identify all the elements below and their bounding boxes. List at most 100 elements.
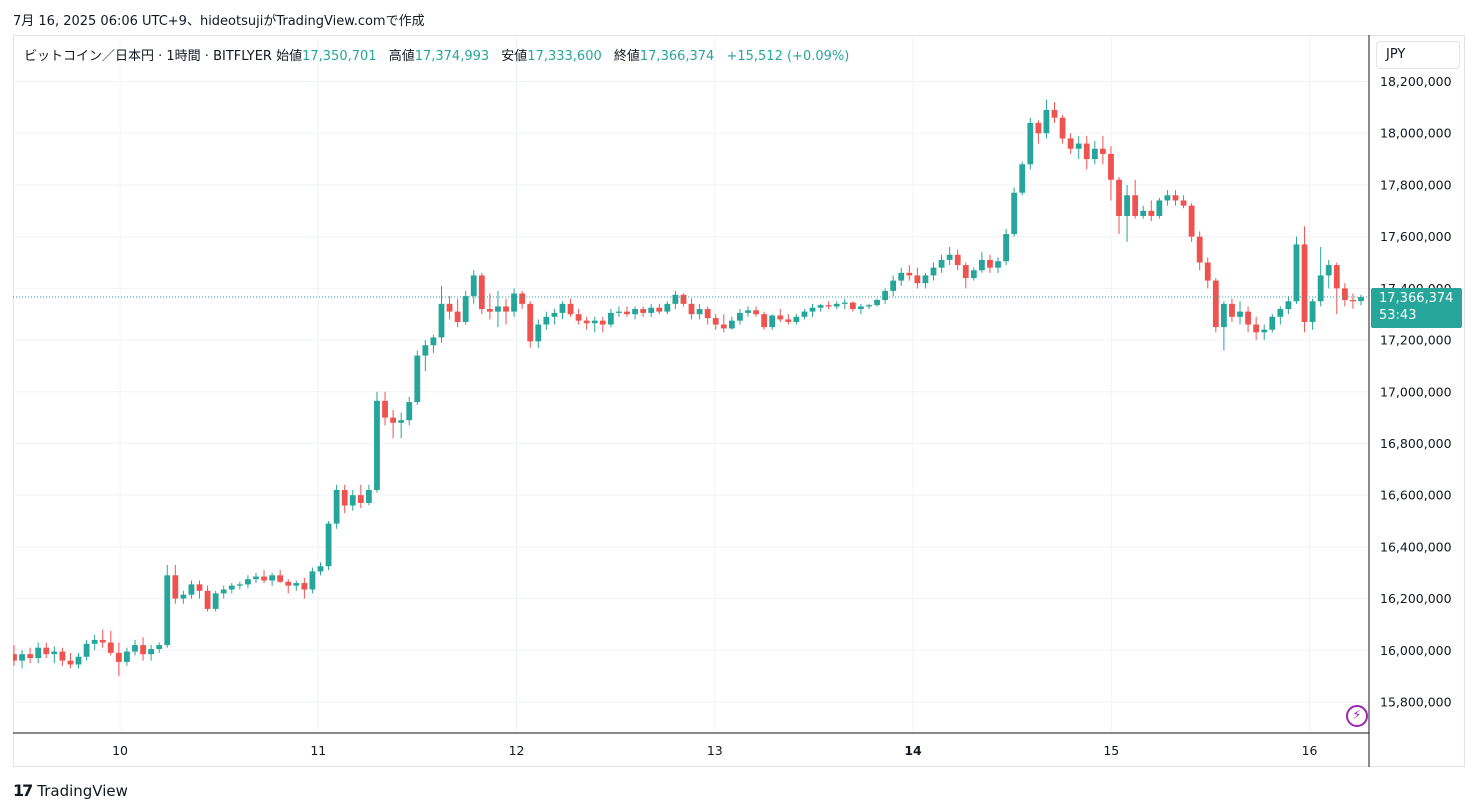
candle: [583, 316, 590, 330]
candle: [656, 303, 663, 315]
candle: [196, 580, 203, 599]
candle: [1301, 226, 1308, 333]
candle-body: [83, 643, 90, 657]
candle: [1035, 120, 1042, 144]
candle-body: [1237, 311, 1243, 317]
candle: [962, 262, 969, 289]
time-axis[interactable]: 10 11 12 13 14 15 16: [112, 743, 1317, 758]
currency-button[interactable]: JPY: [1376, 41, 1460, 69]
candle: [164, 564, 171, 648]
candle: [454, 298, 461, 328]
candle-body: [882, 290, 889, 300]
candle-body: [1317, 275, 1324, 302]
candle: [680, 293, 687, 307]
price-chart[interactable]: 15,800,000 16,000,000 16,200,000 16,400,000…: [13, 35, 1465, 767]
symbol-label[interactable]: ビットコイン／日本円 · 1時間 · BITFLYER: [24, 49, 272, 64]
candle: [1172, 190, 1179, 206]
candle-body: [51, 651, 58, 655]
candle-body: [761, 314, 768, 328]
candle-body: [1285, 301, 1292, 310]
candle-body: [769, 315, 776, 328]
tradingview-logo[interactable]: 17 TradingView: [13, 781, 128, 800]
candle-body: [987, 259, 993, 268]
candle-body: [1156, 200, 1163, 216]
candle: [527, 301, 534, 348]
candle: [115, 642, 122, 677]
candle-body: [19, 654, 25, 661]
candle-body: [624, 311, 630, 315]
candle-body: [1148, 210, 1155, 216]
candle-body: [454, 311, 461, 322]
candle-body: [1043, 109, 1050, 134]
candle: [599, 316, 606, 333]
candle: [906, 265, 913, 281]
price-tick-label: 16,600,000: [1380, 488, 1452, 503]
logo-mark: 17: [13, 781, 33, 800]
price-axis[interactable]: 15,800,000 16,000,000 16,200,000 16,400,000…: [1380, 74, 1452, 709]
lightning-bolt-icon[interactable]: ⚡: [1346, 705, 1368, 727]
candle-body: [922, 275, 929, 284]
candle-body: [954, 254, 961, 266]
candle: [204, 585, 211, 612]
candle: [43, 642, 50, 659]
candle: [132, 639, 138, 656]
close-label: 終値: [613, 49, 640, 64]
candle-body: [1011, 192, 1018, 235]
candle: [1212, 278, 1219, 333]
candle: [616, 306, 622, 317]
candle: [75, 652, 82, 669]
candle-body: [1196, 236, 1203, 263]
candle-body: [148, 648, 155, 655]
candle: [1043, 99, 1050, 139]
price-tick-label: 17,000,000: [1380, 384, 1452, 399]
candle: [83, 639, 90, 661]
close-value: 17,366,374: [639, 49, 715, 64]
low-label: 安値: [501, 49, 528, 64]
candle-body: [1350, 299, 1356, 302]
candle-body: [374, 400, 380, 490]
candle-body: [874, 299, 880, 306]
candle-body: [422, 345, 429, 356]
candle-body: [1108, 153, 1114, 180]
candle-body: [672, 294, 679, 304]
candle-body: [1172, 195, 1179, 201]
candle: [745, 306, 751, 317]
candle: [1059, 115, 1066, 144]
candle: [357, 484, 364, 509]
candle: [309, 567, 316, 594]
candle-body: [180, 594, 187, 599]
candle: [1204, 257, 1211, 289]
candle-body: [196, 584, 203, 591]
candle: [753, 306, 759, 317]
candle-body: [688, 303, 695, 315]
candle: [172, 564, 179, 604]
candle: [648, 303, 655, 317]
candle-body: [1091, 148, 1098, 160]
candle: [148, 645, 155, 661]
candle-body: [704, 309, 711, 319]
candle-body: [1164, 195, 1171, 201]
candle: [124, 647, 130, 666]
candle: [91, 634, 98, 651]
candle: [59, 647, 66, 666]
candle-body: [1229, 303, 1235, 317]
candle: [398, 412, 405, 439]
candle: [1245, 306, 1251, 333]
candle-body: [720, 324, 727, 329]
chart-frame: [13, 35, 1465, 767]
candle: [188, 580, 195, 599]
candle: [99, 629, 106, 648]
candle: [551, 309, 558, 325]
candle-body: [511, 293, 517, 312]
candle-body: [1212, 280, 1219, 328]
candle-body: [930, 267, 937, 276]
candle: [478, 272, 485, 315]
candle-body: [785, 319, 792, 322]
candle: [704, 306, 711, 325]
candle: [67, 652, 74, 669]
candle: [180, 590, 187, 604]
last-price-value: 17,366,374: [1379, 291, 1454, 306]
open-label: 始値: [276, 49, 303, 64]
candle-body: [1253, 324, 1260, 333]
price-tick-label: 16,000,000: [1380, 643, 1452, 658]
